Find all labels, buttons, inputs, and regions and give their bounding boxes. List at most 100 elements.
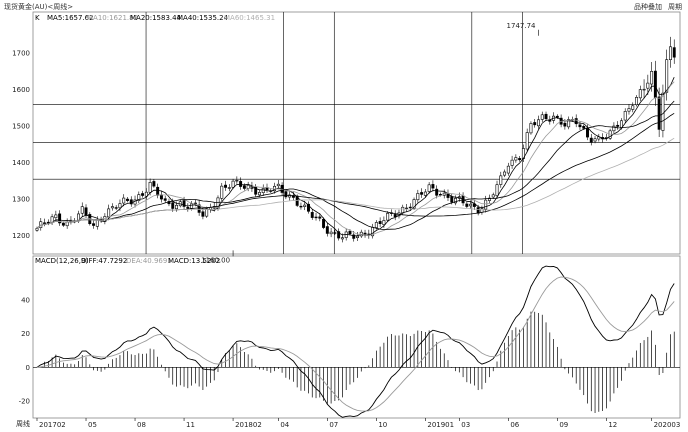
macd-diff-line: [36, 265, 675, 418]
candle-body-167: [665, 59, 669, 93]
candle-body-154: [616, 124, 620, 127]
price-tick-4: 1600: [12, 86, 30, 94]
candle-body-144: [578, 124, 582, 128]
candle-body-101: [416, 193, 420, 201]
candle-body-145: [582, 125, 586, 129]
ma20-label: MA20:1583.44: [130, 14, 182, 22]
ma5-label: MA5:1657.62: [47, 14, 94, 22]
overlay-symbol-option[interactable]: 品种叠加: [634, 2, 662, 11]
time-tick-12: 12: [608, 421, 617, 429]
candle-body-44: [201, 211, 205, 217]
candle-body-116: [472, 203, 476, 207]
macd-diff-label: DIFF:47.7292: [81, 257, 127, 265]
candle-body-141: [567, 119, 571, 128]
candle-body-54: [239, 181, 243, 187]
candle-body-72: [307, 203, 310, 212]
price-axis: 1200 1300 1400 1500 1600 1700: [12, 50, 30, 241]
candle-body-103: [423, 191, 427, 196]
candle-body-53: [235, 180, 239, 182]
ma40-label: MA40:1535.24: [177, 14, 229, 22]
candle-body-0: [35, 228, 39, 231]
time-tick-2: 08: [137, 421, 146, 429]
candle-body-138: [555, 115, 559, 118]
ma60-label: MA60:1465.31: [224, 14, 275, 22]
candle-body-21: [114, 207, 118, 209]
candle-body-162: [646, 82, 650, 89]
candle-body-48: [216, 197, 220, 210]
candle-body-32: [156, 186, 160, 196]
price-tick-1: 1300: [12, 196, 30, 204]
chart-frame: [32, 11, 681, 419]
macd-dea-line: [36, 276, 675, 412]
macd-histogram: [44, 311, 675, 414]
candle-body-13: [84, 207, 88, 216]
candle-body-66: [284, 191, 288, 198]
price-tick-2: 1400: [12, 159, 30, 167]
candle-body-121: [491, 194, 495, 198]
candle-body-152: [608, 130, 612, 139]
candle-body-169: [672, 47, 676, 58]
candle-body-93: [386, 213, 390, 221]
candle-body-130: [525, 132, 529, 150]
candle-body-100: [412, 199, 416, 209]
candle-body-125: [506, 165, 510, 174]
macd-lines: [36, 265, 675, 418]
time-tick-4: 201802: [235, 421, 262, 429]
price-tick-3: 1500: [12, 123, 30, 131]
moving-average-lines: [36, 77, 675, 237]
candle-body-91: [378, 221, 382, 224]
candle-body-83: [348, 230, 352, 235]
candle-body-7: [61, 223, 65, 226]
candle-body-166: [661, 92, 665, 131]
ma60-line: [36, 137, 675, 229]
price-tick-0: 1200: [12, 232, 30, 240]
candle-body-131: [529, 123, 533, 134]
candle-body-123: [499, 175, 503, 185]
candle-body-16: [95, 219, 99, 227]
candle-body-56: [246, 184, 250, 189]
time-tick-3: 11: [186, 421, 195, 429]
candle-body-79: [333, 232, 337, 234]
macd-tick-1: 0: [26, 364, 30, 372]
candle-body-74: [314, 216, 318, 219]
candle-body-105: [431, 184, 435, 189]
candle-body-114: [465, 203, 469, 207]
candle-body-43: [197, 204, 201, 213]
candle-body-3: [46, 221, 50, 224]
candle-body-157: [627, 108, 631, 112]
candle-body-55: [242, 185, 246, 189]
candle-body-140: [563, 122, 567, 127]
candle-body-117: [476, 207, 480, 214]
candle-body-40: [186, 207, 190, 209]
candle-body-34: [163, 198, 167, 201]
candle-body-102: [420, 192, 424, 195]
ma20-line: [36, 100, 675, 231]
candle-body-128: [518, 158, 522, 161]
candle-body-110: [450, 196, 454, 203]
candle-body-120: [488, 197, 491, 201]
macd-axis: -20 0 20 40: [19, 296, 30, 405]
time-tick-11: 09: [559, 421, 568, 429]
grid-lines: [33, 12, 680, 368]
candle-body-64: [276, 183, 280, 187]
candle-body-70: [299, 205, 303, 208]
candle-body-134: [540, 114, 544, 120]
period-option[interactable]: 周期: [668, 3, 682, 11]
candle-body-41: [190, 203, 194, 209]
candle-body-86: [359, 231, 363, 237]
candle-body-8: [65, 221, 69, 227]
candle-body-84: [352, 234, 356, 239]
annotation-label-1: 1160.00: [201, 256, 230, 264]
macd-value-label: MACD:13.5202: [168, 257, 220, 265]
price-indicator-label: K: [35, 14, 40, 22]
candle-body-76: [322, 218, 326, 228]
candle-body-127: [514, 157, 518, 161]
candle-body-29: [144, 191, 148, 197]
candle-body-50: [224, 184, 227, 188]
candle-body-19: [107, 208, 111, 218]
candle-body-80: [337, 231, 341, 239]
candle-body-107: [438, 194, 442, 196]
time-tick-13: 202003: [654, 421, 681, 429]
candle-body-161: [642, 88, 646, 91]
